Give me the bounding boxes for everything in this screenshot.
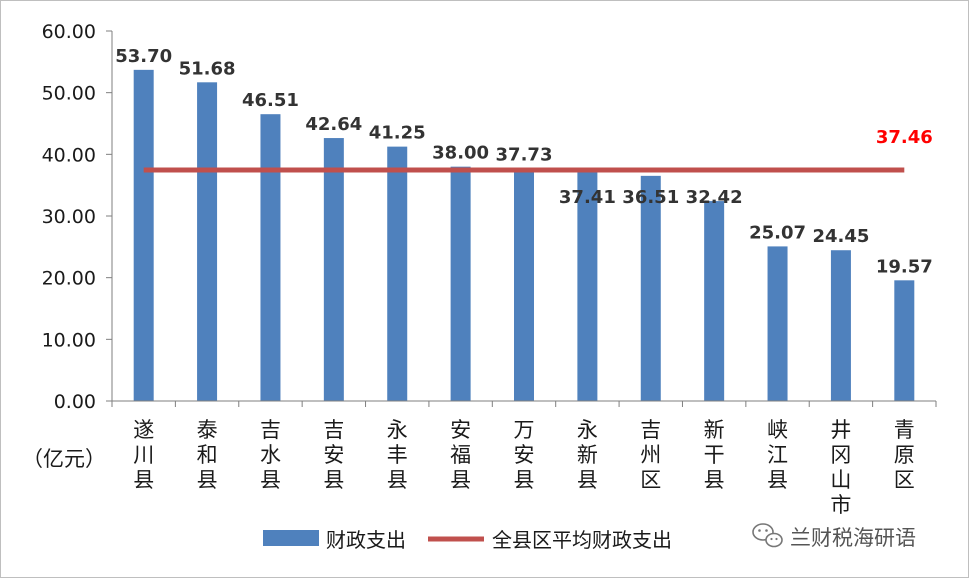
bar: [640, 175, 661, 401]
y-tick-label: 10.00: [42, 329, 96, 351]
bar-value-label: 51.68: [179, 58, 236, 79]
legend-label-average: 全县区平均财政支出: [492, 528, 672, 552]
bar: [894, 280, 915, 401]
legend: 财政支出 全县区平均财政支出: [263, 528, 672, 552]
x-category-label: 永丰县: [387, 418, 408, 492]
average-value-label: 37.46: [876, 127, 933, 148]
y-tick-label: 50.00: [42, 83, 96, 105]
watermark: 兰财税海研语: [752, 523, 916, 550]
bar: [197, 82, 218, 401]
bar: [323, 138, 344, 401]
bar: [387, 146, 408, 401]
bar-value-label: 19.57: [876, 256, 933, 277]
bar: [767, 246, 788, 401]
plot-area: 53.70 51.68 46.51 42.64 41.25 38.00 37.73 37.41…: [115, 46, 933, 402]
bar-value-label: 46.51: [242, 90, 299, 111]
y-unit-label: （亿元）: [22, 447, 106, 471]
bar-value-label: 32.42: [686, 187, 743, 208]
x-category-label: 永新县: [577, 418, 598, 492]
bar-value-label: 53.70: [115, 46, 172, 67]
x-category-label: 吉水县: [260, 418, 281, 492]
y-tick-label: 40.00: [42, 144, 96, 166]
bar-value-label: 37.41: [559, 187, 616, 208]
y-tick-label: 20.00: [42, 268, 96, 290]
bar: [704, 201, 725, 401]
bar: [830, 250, 851, 401]
x-category-label: 峡江县: [767, 418, 788, 492]
legend-label-spending: 财政支出: [326, 528, 406, 552]
y-tick-label: 30.00: [42, 206, 96, 228]
x-category-label: 新干县: [704, 418, 725, 492]
bar-value-label: 36.51: [622, 187, 679, 208]
watermark-text: 兰财税海研语: [790, 526, 916, 550]
y-axis: 0.00 10.00 20.00 30.00 40.00 50.00 60.00: [42, 21, 113, 413]
x-category-label: 吉安县: [323, 418, 344, 492]
bar-value-label: 42.64: [305, 114, 362, 135]
x-category-label: 安福县: [450, 418, 471, 492]
x-category-label: 万安县: [514, 418, 535, 492]
x-category-label: 青原区: [894, 418, 915, 492]
bar-value-label: 41.25: [369, 123, 426, 144]
x-category-label: 泰和县: [197, 418, 218, 492]
wechat-icon: [752, 523, 783, 548]
bar-value-label: 37.73: [496, 144, 553, 165]
bar-value-label: 25.07: [749, 222, 806, 243]
bar: [450, 166, 471, 401]
y-tick-label: 60.00: [42, 21, 96, 43]
y-tick-label: 0.00: [54, 391, 96, 413]
x-axis: 遂川县 泰和县 吉水县 吉安县 永丰县 安福县 万安县 永新县 吉州区 新干县 峡江县 井冈山市 青原区: [111, 400, 937, 517]
x-category-label: 井冈山市: [830, 418, 851, 517]
bar: [577, 170, 598, 401]
x-category-label: 遂川县: [133, 418, 154, 492]
x-category-label: 吉州区: [640, 418, 661, 492]
legend-swatch-spending: [263, 530, 319, 546]
bar-value-label: 24.45: [812, 226, 869, 247]
bar: [260, 114, 281, 402]
bar: [133, 69, 154, 401]
bar: [514, 168, 534, 401]
bar-value-label: 38.00: [432, 143, 489, 164]
